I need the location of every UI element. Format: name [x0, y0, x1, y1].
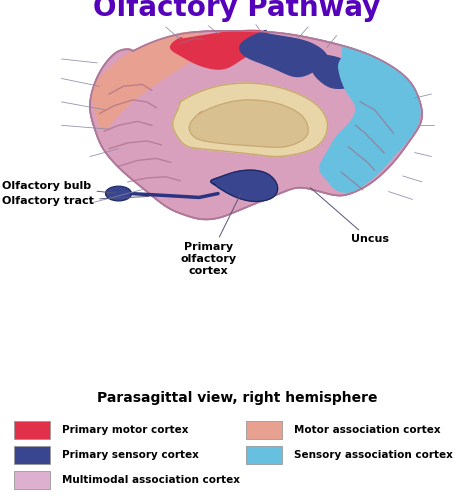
Text: Motor association cortex: Motor association cortex	[294, 425, 440, 435]
Polygon shape	[171, 30, 268, 69]
Polygon shape	[313, 54, 361, 88]
Text: Sensory association cortex: Sensory association cortex	[294, 450, 453, 460]
FancyBboxPatch shape	[246, 446, 282, 464]
Ellipse shape	[106, 186, 132, 201]
FancyBboxPatch shape	[246, 421, 282, 439]
Text: Primary motor cortex: Primary motor cortex	[62, 425, 188, 435]
Polygon shape	[189, 100, 308, 148]
Text: Olfactory tract: Olfactory tract	[2, 196, 149, 206]
Polygon shape	[210, 170, 278, 202]
Text: Multimodal association cortex: Multimodal association cortex	[62, 475, 240, 485]
Polygon shape	[173, 83, 328, 156]
Text: Olfactory Pathway: Olfactory Pathway	[93, 0, 381, 22]
FancyBboxPatch shape	[14, 421, 50, 439]
Polygon shape	[90, 31, 422, 220]
Polygon shape	[92, 32, 209, 130]
Text: Uncus: Uncus	[310, 188, 389, 244]
Text: Primary
olfactory
cortex: Primary olfactory cortex	[181, 194, 240, 276]
Text: Parasagittal view, right hemisphere: Parasagittal view, right hemisphere	[97, 391, 377, 405]
Polygon shape	[240, 30, 327, 76]
FancyBboxPatch shape	[14, 471, 50, 489]
Text: Primary sensory cortex: Primary sensory cortex	[62, 450, 199, 460]
FancyBboxPatch shape	[14, 446, 50, 464]
Polygon shape	[320, 46, 420, 192]
Text: Olfactory bulb: Olfactory bulb	[2, 180, 116, 193]
